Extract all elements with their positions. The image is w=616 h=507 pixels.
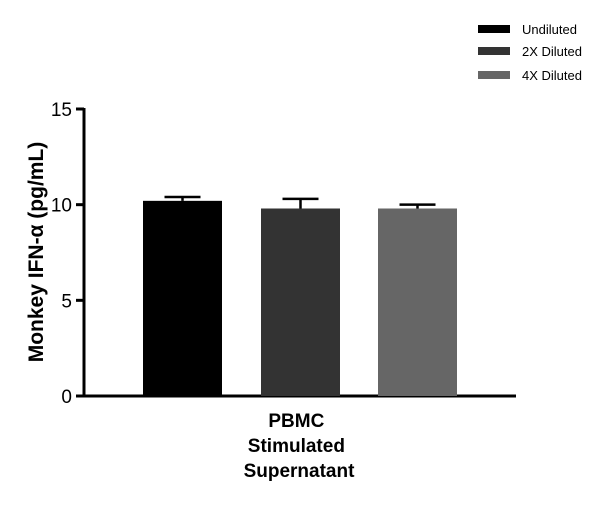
legend: Undiluted 2X Diluted 4X Diluted	[478, 22, 582, 83]
y-tick-label: 10	[51, 196, 72, 217]
y-axis-title: Monkey IFN-α (pg/mL)	[25, 142, 48, 363]
x-category-label-line-2: Stimulated	[248, 436, 345, 457]
y-tick-label: 0	[61, 387, 72, 408]
legend-label-4x-diluted: 4X Diluted	[522, 68, 582, 83]
x-category-label-line-1: PBMC	[268, 411, 324, 432]
legend-swatch-4x-diluted	[478, 71, 510, 79]
legend-swatch-2x-diluted	[478, 47, 510, 55]
legend-label-undiluted: Undiluted	[522, 22, 577, 37]
y-tick-label: 15	[51, 100, 72, 121]
y-axis-ticks: 0 5 10 15	[51, 100, 84, 408]
legend-label-2x-diluted: 2X Diluted	[522, 44, 582, 59]
bar-4x-diluted	[378, 208, 457, 396]
bar-2x-diluted	[261, 208, 340, 396]
x-category-label-line-3: Supernatant	[244, 461, 356, 482]
y-tick-label: 5	[61, 291, 72, 312]
bars	[143, 195, 457, 396]
x-category-label: PBMC Stimulated Supernatant	[244, 411, 356, 482]
bar-undiluted	[143, 200, 222, 396]
legend-swatch-undiluted	[478, 25, 510, 33]
